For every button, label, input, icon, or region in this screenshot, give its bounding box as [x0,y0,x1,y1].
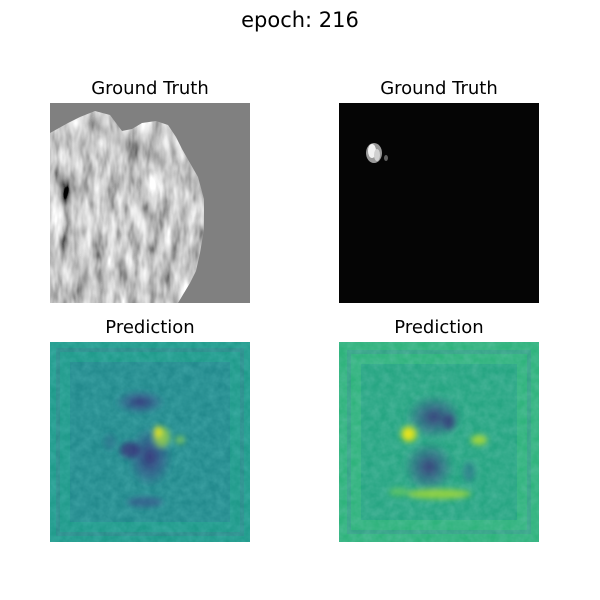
ground-truth-image-1 [50,103,250,303]
ground-truth-image-2 [339,103,539,303]
prediction-image-2 [339,342,539,542]
figure-title: epoch: 216 [241,8,359,32]
panel-title-prediction-2: Prediction [394,317,484,338]
panel-title-ground-truth-1: Ground Truth [91,78,209,99]
panel-title-ground-truth-2: Ground Truth [380,78,498,99]
panel-title-prediction-1: Prediction [105,317,195,338]
prediction-image-1 [50,342,250,542]
